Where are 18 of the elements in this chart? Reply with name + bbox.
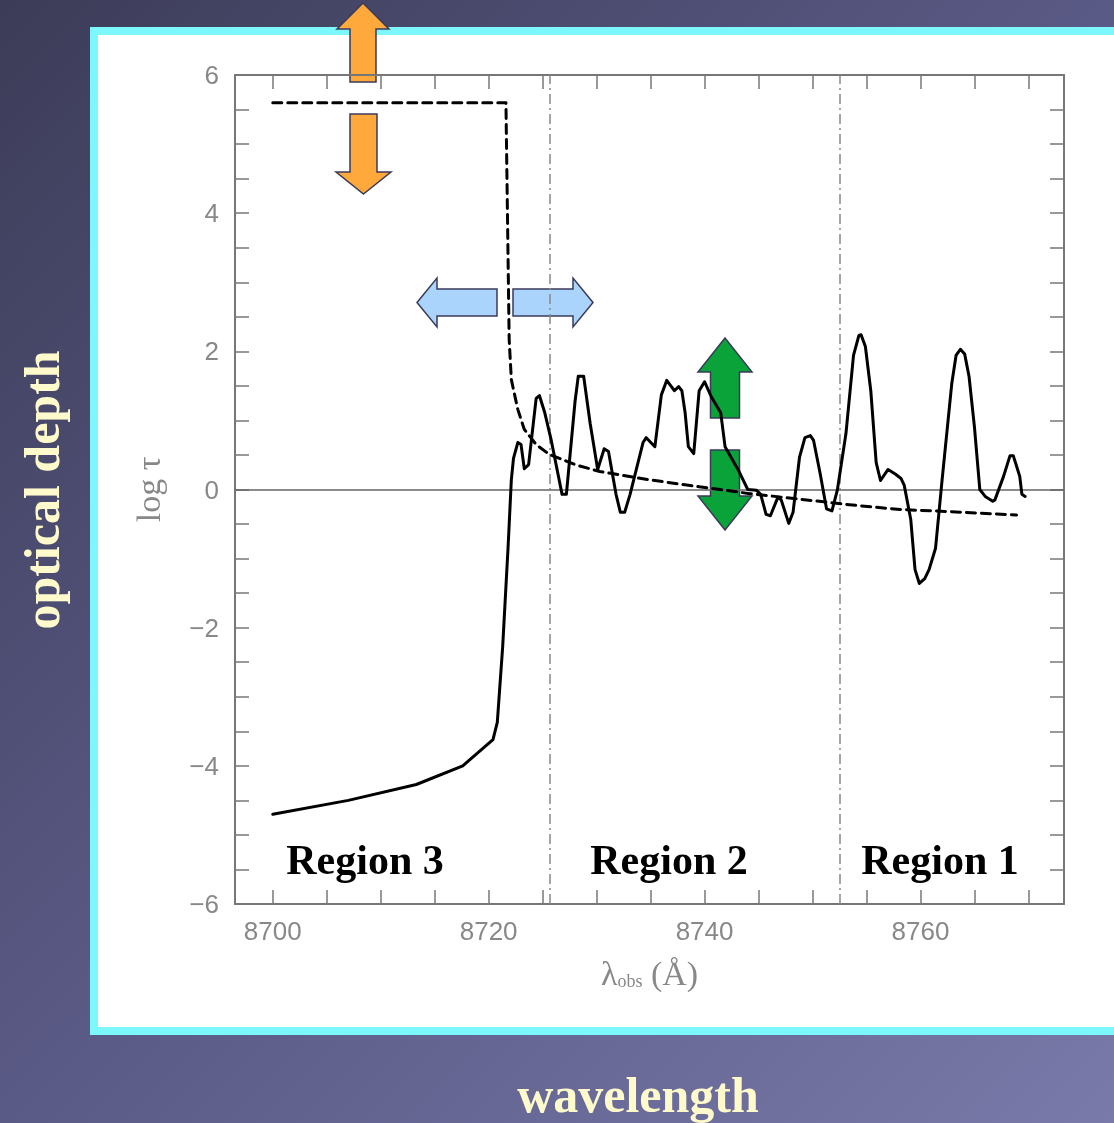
x-tick-label: 8760 bbox=[891, 916, 950, 946]
y-tick-label: 2 bbox=[204, 336, 219, 367]
x-tick-label: 8720 bbox=[459, 916, 518, 946]
annotation: Region 3 bbox=[286, 837, 444, 883]
text: optical depth bbox=[14, 350, 70, 630]
x-axis-title: λobs (Å) bbox=[600, 954, 699, 993]
y-tick-label: 0 bbox=[204, 474, 219, 505]
annotation: Region 1 bbox=[861, 837, 1019, 883]
y-tick-label: 6 bbox=[204, 60, 219, 90]
y-tick-label: −4 bbox=[189, 750, 219, 781]
y-tick-label: 4 bbox=[204, 198, 219, 229]
y-axis-title: log τ bbox=[129, 456, 167, 523]
y-tick-label: −6 bbox=[189, 889, 219, 919]
x-tick-label: 8740 bbox=[675, 916, 734, 946]
annotation: Region 2 bbox=[590, 837, 748, 883]
y-tick-label: −2 bbox=[189, 612, 219, 643]
x-tick-label: 8700 bbox=[243, 916, 302, 946]
text: wavelength bbox=[517, 1067, 760, 1123]
